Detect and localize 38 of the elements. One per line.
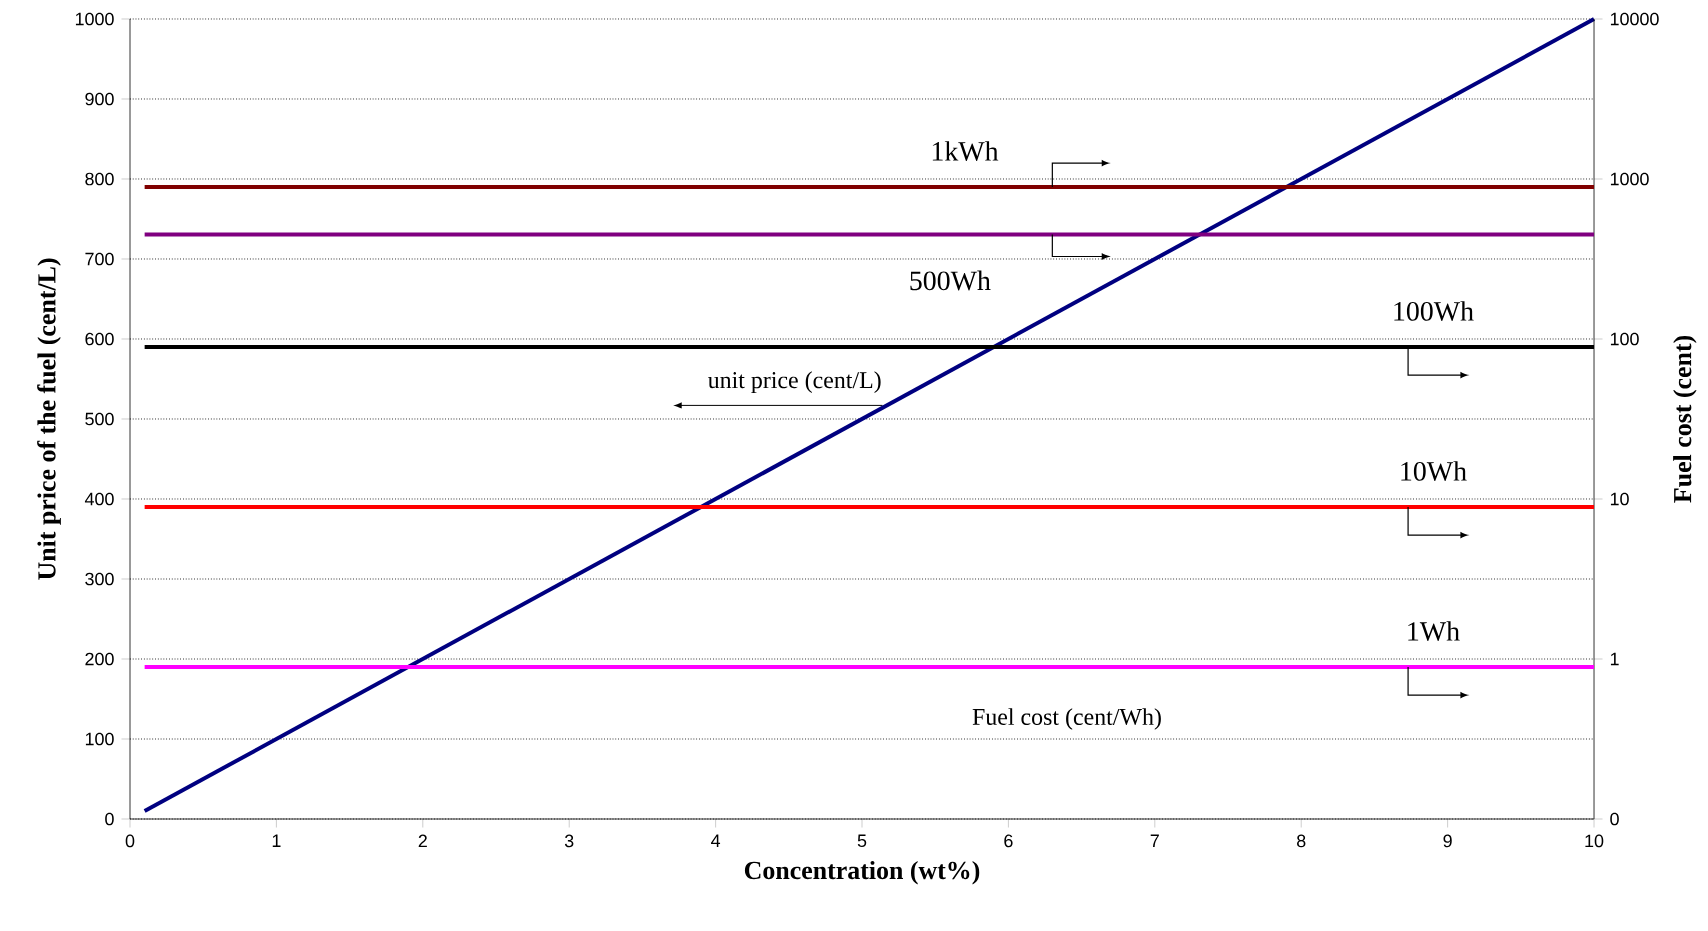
series-label: 1Wh [1408, 621, 1460, 641]
y-tick-label: 400 [84, 492, 114, 506]
y-tick-label: 500 [85, 412, 114, 426]
y2-tick-label: 100 [1610, 332, 1639, 346]
x-tick-label: 4 [711, 834, 721, 847]
x-tick-label: 6 [1004, 834, 1013, 848]
y-tick-label: 900 [85, 92, 114, 106]
x-tick-label: 3 [564, 834, 574, 848]
x-tick-label: 2 [418, 834, 427, 848]
x-tick-label: 7 [1150, 834, 1159, 847]
annotation: unit price (cent/L) [708, 371, 881, 394]
x-tick-label: 9 [1443, 834, 1452, 848]
y-tick-label: 0 [105, 812, 114, 826]
y-tick-label: 1000 [75, 12, 114, 26]
y-axis-title: Unit price of the fuel (cent/L) [37, 258, 61, 580]
annotation: Fuel cost (cent/Wh) [972, 708, 1161, 730]
y-tick-label: 100 [85, 732, 114, 746]
x-tick-label: 0 [125, 834, 135, 848]
x-tick-label: 8 [1297, 834, 1306, 848]
y2-tick-label: 10000 [1610, 12, 1659, 26]
y2-tick-label: 10 [1610, 492, 1629, 506]
series-label: 100Wh [1394, 301, 1474, 321]
y-tick-label: 800 [85, 172, 114, 186]
series-label: 500Wh [910, 270, 991, 291]
y-tick-label: 200 [85, 652, 114, 666]
y2-tick-label: 0 [1610, 812, 1619, 826]
y2-tick-label: 1 [1610, 652, 1619, 666]
y2-tick-label: 1000 [1610, 172, 1649, 186]
y2-axis-title: Fuel cost (cent) [1673, 335, 1697, 503]
series-label: 1kWh [932, 141, 999, 161]
series-label: 10Wh [1401, 461, 1467, 481]
x-tick-label: 1 [272, 834, 281, 847]
x-tick-label: 10 [1585, 834, 1604, 848]
y-tick-label: 700 [85, 252, 114, 266]
x-tick-label: 5 [857, 834, 867, 848]
x-axis-title: Concentration (wt%) [744, 860, 980, 885]
y-tick-label: 600 [85, 332, 114, 346]
y-tick-label: 300 [85, 572, 114, 586]
